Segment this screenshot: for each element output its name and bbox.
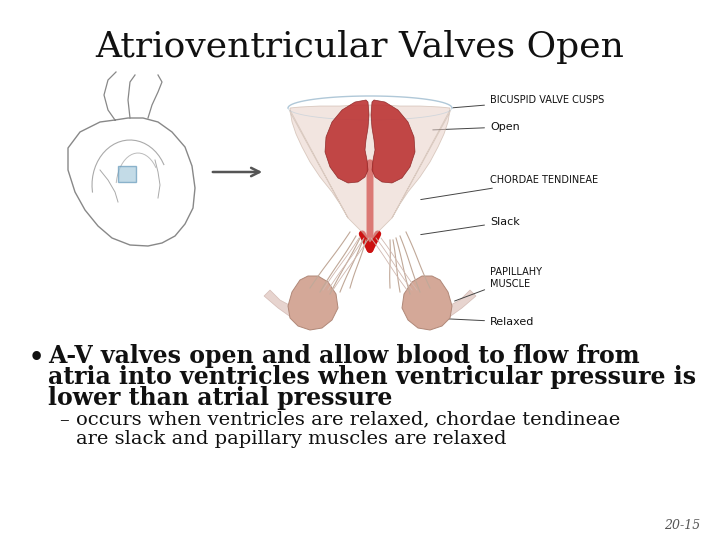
Text: Relaxed: Relaxed (433, 317, 534, 327)
Text: CHORDAE TENDINEAE: CHORDAE TENDINEAE (420, 175, 598, 200)
Polygon shape (264, 290, 320, 322)
Text: •: • (28, 345, 45, 373)
Polygon shape (325, 100, 369, 183)
Text: lower than atrial pressure: lower than atrial pressure (48, 386, 392, 410)
Text: PAPILLAHY
MUSCLE: PAPILLAHY MUSCLE (454, 267, 542, 301)
Text: A-V valves open and allow blood to flow from: A-V valves open and allow blood to flow … (48, 344, 639, 368)
Text: 20-15: 20-15 (664, 519, 700, 532)
Polygon shape (402, 276, 452, 330)
Bar (118, 166, 136, 182)
Text: atria into ventricles when ventricular pressure is: atria into ventricles when ventricular p… (48, 365, 696, 389)
Text: Open: Open (433, 122, 520, 132)
Text: BICUSPID VALVE CUSPS: BICUSPID VALVE CUSPS (453, 95, 604, 108)
Polygon shape (288, 276, 338, 330)
Text: Slack: Slack (420, 217, 520, 234)
Polygon shape (371, 100, 415, 183)
Text: Atrioventricular Valves Open: Atrioventricular Valves Open (96, 30, 624, 64)
Text: – occurs when ventricles are relaxed, chordae tendineae: – occurs when ventricles are relaxed, ch… (60, 410, 620, 428)
Polygon shape (420, 290, 476, 322)
Text: are slack and papillary muscles are relaxed: are slack and papillary muscles are rela… (76, 430, 506, 448)
Polygon shape (290, 105, 450, 242)
